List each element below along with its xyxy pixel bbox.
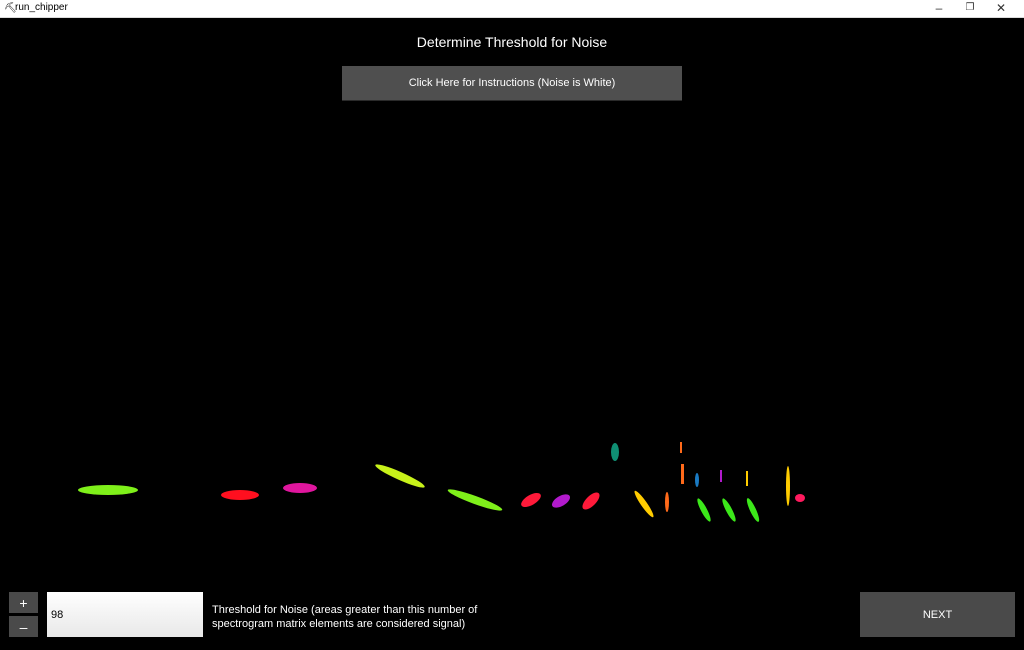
threshold-description: Threshold for Noise (areas greater than … xyxy=(212,604,478,630)
syllable xyxy=(786,466,790,506)
syllable xyxy=(795,494,805,502)
syllable xyxy=(221,490,259,500)
syllable xyxy=(375,464,425,488)
syllable xyxy=(665,492,669,512)
syllable xyxy=(681,464,684,484)
syllable xyxy=(611,443,619,461)
syllable xyxy=(746,498,760,522)
threshold-input[interactable] xyxy=(47,592,203,637)
syllable xyxy=(582,492,600,510)
syllable xyxy=(447,489,503,511)
syllable xyxy=(746,471,748,486)
app-icon: ⛏ xyxy=(4,3,17,14)
minimize-icon[interactable]: – xyxy=(935,1,943,15)
syllable xyxy=(697,498,711,522)
syllable xyxy=(78,485,138,495)
page-title: Determine Threshold for Noise xyxy=(416,34,608,50)
syllable xyxy=(695,473,699,487)
syllable xyxy=(634,490,654,518)
decrease-threshold-button[interactable]: – xyxy=(9,616,38,637)
instructions-button[interactable]: Click Here for Instructions (Noise is Wh… xyxy=(342,66,682,100)
window-title: run_chipper xyxy=(15,2,68,13)
syllable xyxy=(680,442,682,453)
syllable xyxy=(720,470,722,482)
syllable xyxy=(551,494,571,508)
signal-syllables xyxy=(78,442,805,522)
syllable xyxy=(283,483,317,493)
app-canvas: Determine Threshold for Noise Click Here… xyxy=(0,18,1024,650)
increase-threshold-button[interactable]: + xyxy=(9,592,38,613)
next-button[interactable]: NEXT xyxy=(860,592,1015,637)
syllable xyxy=(722,498,736,522)
syllable xyxy=(521,493,541,507)
maximize-icon[interactable]: ❐ xyxy=(965,2,975,13)
window-titlebar: ⛏ run_chipper – ❐ ✕ xyxy=(0,0,1024,18)
close-icon[interactable]: ✕ xyxy=(995,1,1007,15)
spectrogram-display xyxy=(78,442,805,522)
